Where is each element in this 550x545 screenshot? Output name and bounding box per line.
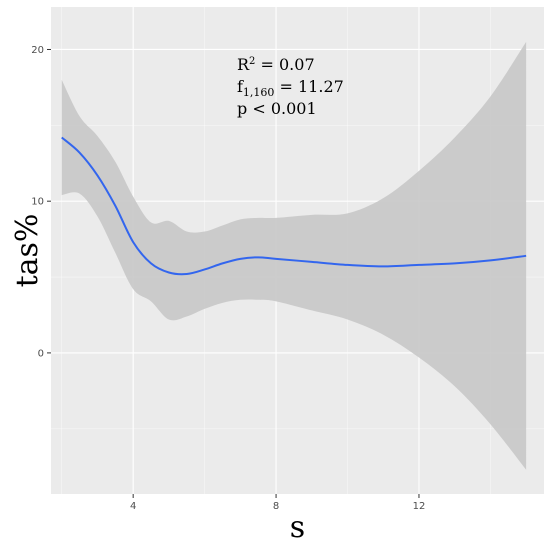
x-tick-label: 12 bbox=[413, 501, 426, 512]
annotation-r-squared: R2 = 0.07 bbox=[237, 55, 315, 74]
x-tick-label: 4 bbox=[130, 501, 136, 512]
x-axis-title: s bbox=[290, 510, 305, 545]
x-tick-label: 8 bbox=[273, 501, 279, 512]
y-tick-label: 10 bbox=[31, 197, 44, 208]
annotation-f-sub: 1,160 bbox=[243, 86, 275, 99]
y-tick-label: 20 bbox=[31, 45, 44, 56]
annotation-r-value: = 0.07 bbox=[255, 55, 314, 74]
annotation-p-value: p < 0.001 bbox=[237, 99, 317, 118]
y-axis: 0 10 20 bbox=[31, 45, 51, 359]
y-tick-label: 0 bbox=[38, 348, 44, 359]
annotation-f-statistic: f1,160 = 11.27 bbox=[237, 77, 344, 99]
x-axis: 4 8 12 bbox=[130, 494, 425, 512]
annotation-r-base: R bbox=[237, 55, 250, 74]
annotation-r-sup: 2 bbox=[249, 56, 255, 67]
annotation-f-value: = 11.27 bbox=[274, 77, 343, 96]
y-axis-title: tas% bbox=[10, 214, 45, 288]
confidence-band bbox=[61, 41, 527, 470]
annotation-f-base: f bbox=[237, 77, 244, 96]
smooth-fit-line bbox=[61, 136, 527, 276]
